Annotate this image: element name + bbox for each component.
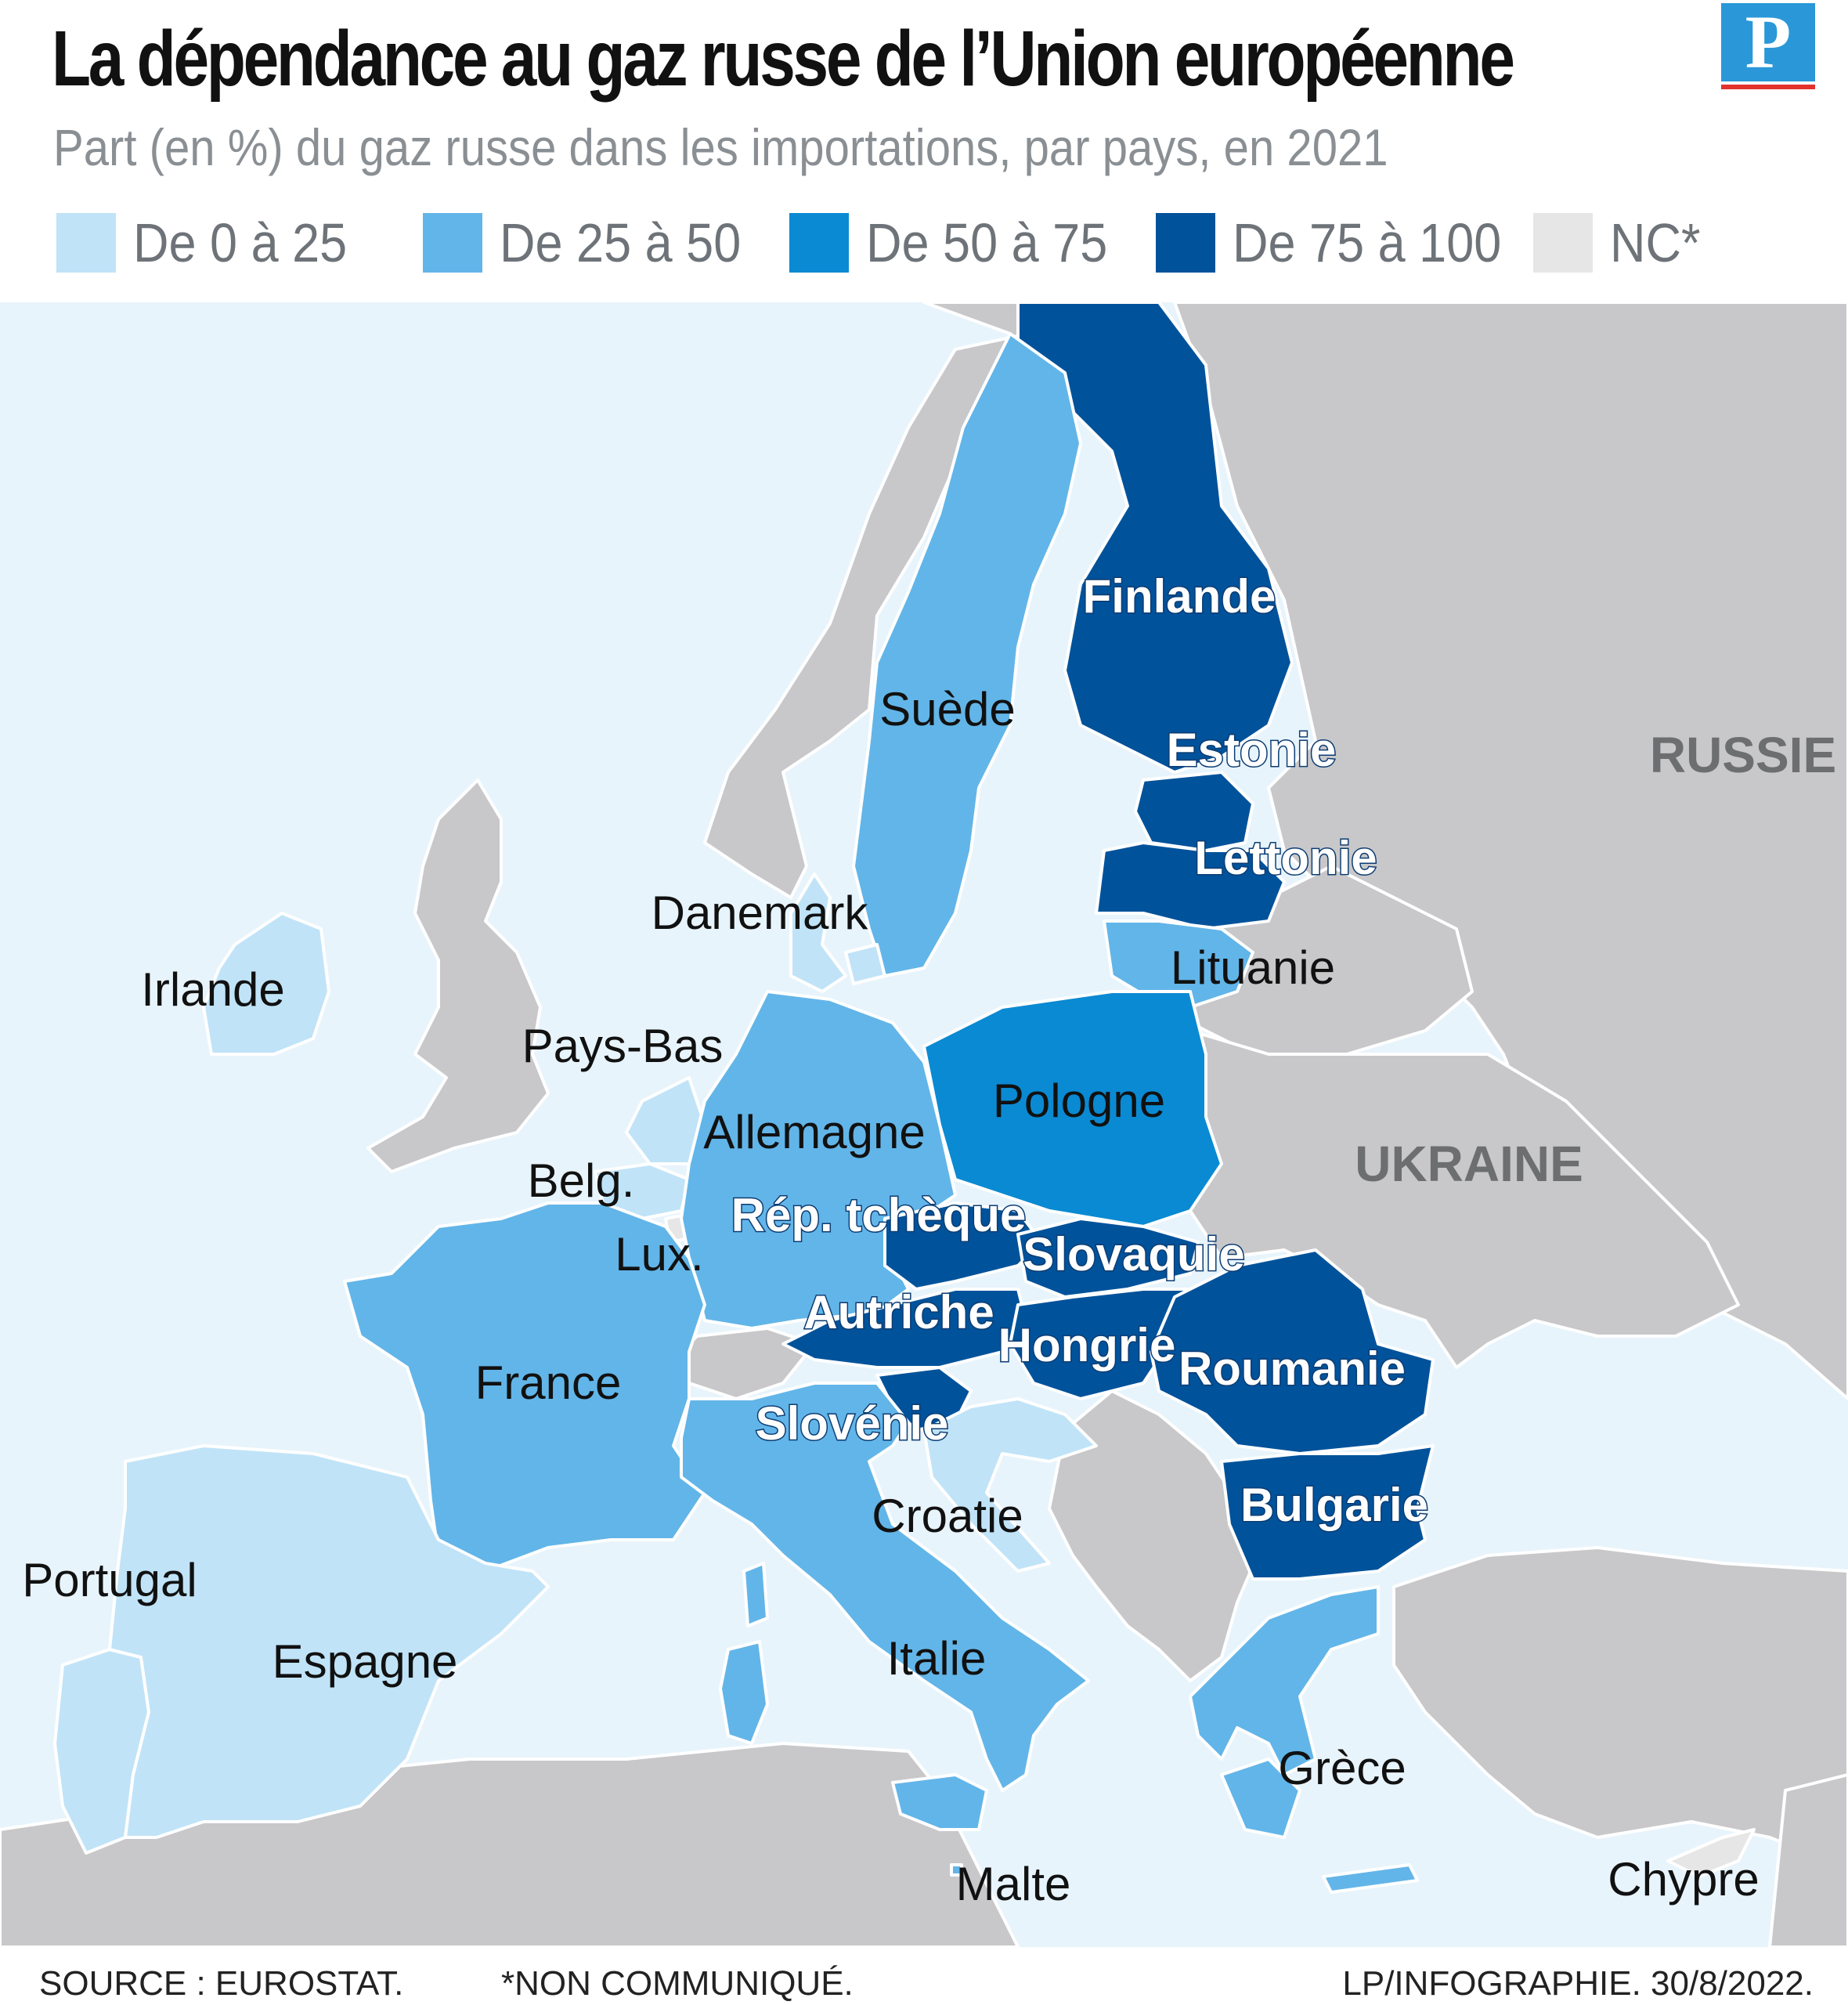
- europe-map: Suède Lituanie Danemark Irlande Pays-Bas…: [0, 302, 1848, 1947]
- label-luxembourg: Lux.: [615, 1228, 703, 1281]
- country-france: [343, 1201, 706, 1573]
- country-malte: [950, 1863, 963, 1877]
- legend-item-nc: NC*: [1533, 210, 1710, 276]
- footer-note: *NON COMMUNIQUÉ.: [501, 1964, 854, 2003]
- label-slovaquie: Slovaquie: [1023, 1228, 1244, 1281]
- footer-credit: LP/INFOGRAPHIE. 30/8/2022.: [1342, 1964, 1814, 2003]
- label-portugal: Portugal: [22, 1554, 197, 1606]
- country-france-corse: [742, 1562, 769, 1627]
- label-pays-bas: Pays-Bas: [522, 1020, 724, 1072]
- country-grece-crete: [1322, 1863, 1419, 1894]
- country-lettonie: [1095, 841, 1286, 930]
- label-grece: Grèce: [1278, 1742, 1406, 1794]
- logo-letter: P: [1721, 3, 1815, 81]
- label-espagne: Espagne: [273, 1635, 458, 1688]
- country-danemark: [789, 872, 847, 993]
- label-hongrie: Hongrie: [998, 1319, 1176, 1371]
- label-estonie: Estonie: [1167, 724, 1337, 776]
- country-grece-peloponnese: [1220, 1758, 1301, 1839]
- country-uk: [366, 779, 550, 1173]
- legend: De 0 à 25 De 25 à 50 De 50 à 75 De 75 à …: [56, 210, 1826, 276]
- country-turkey: [1392, 1546, 1848, 1870]
- legend-item-50-75: De 50 à 75: [789, 210, 1134, 276]
- label-irlande: Irlande: [141, 963, 284, 1016]
- label-finlande: Finlande: [1083, 570, 1276, 623]
- legend-swatch-50-75: [789, 213, 849, 273]
- country-russia: [1173, 302, 1848, 1400]
- legend-label-50-75: De 50 à 75: [866, 212, 1108, 273]
- label-suede: Suède: [879, 683, 1016, 735]
- label-chypre: Chypre: [1608, 1853, 1759, 1906]
- label-france: France: [475, 1357, 622, 1409]
- legend-label-25-50: De 25 à 50: [500, 212, 742, 273]
- legend-label-nc: NC*: [1610, 212, 1701, 273]
- page-title: La dépendance au gaz russe de l’Union eu…: [52, 15, 1515, 103]
- country-italie-sicile: [891, 1773, 988, 1831]
- legend-item-0-25: De 0 à 25: [56, 210, 371, 276]
- country-slovaquie: [1016, 1217, 1200, 1299]
- brand-logo: P: [1721, 3, 1815, 89]
- country-grece: [1189, 1585, 1380, 1776]
- country-danemark-islands: [844, 943, 886, 985]
- country-estonie: [1134, 771, 1254, 852]
- label-autriche: Autriche: [803, 1286, 994, 1338]
- legend-swatch-75-100: [1156, 213, 1215, 273]
- label-rep-tcheque: Rép. tchèque: [731, 1189, 1027, 1241]
- label-lituanie: Lituanie: [1171, 941, 1335, 994]
- label-slovenie: Slovénie: [756, 1397, 949, 1450]
- footer-source: SOURCE : EUROSTAT.: [39, 1964, 404, 2003]
- label-roumanie: Roumanie: [1178, 1342, 1406, 1395]
- legend-label-0-25: De 0 à 25: [133, 212, 348, 273]
- label-croatie: Croatie: [872, 1490, 1023, 1542]
- label-italie: Italie: [887, 1632, 987, 1685]
- label-ukraine: UKRAINE: [1355, 1136, 1583, 1192]
- country-bulgarie: [1220, 1444, 1435, 1581]
- label-russie: RUSSIE: [1650, 727, 1836, 783]
- country-roumanie: [1150, 1248, 1435, 1455]
- legend-swatch-0-25: [56, 213, 116, 273]
- country-balkans: [1048, 1389, 1262, 1682]
- label-danemark: Danemark: [651, 887, 869, 939]
- page-subtitle: Part (en %) du gaz russe dans les import…: [53, 118, 1388, 176]
- label-pologne: Pologne: [993, 1075, 1165, 1127]
- country-espagne: [108, 1444, 550, 1839]
- country-chypre: [1666, 1828, 1756, 1878]
- label-allemagne: Allemagne: [703, 1106, 926, 1158]
- country-finlande: [1016, 302, 1294, 774]
- country-ukraine: [1173, 1029, 1740, 1369]
- legend-swatch-25-50: [423, 213, 482, 273]
- legend-item-25-50: De 25 à 50: [423, 210, 767, 276]
- country-italie: [680, 1382, 1090, 1792]
- country-italie-sardaigne: [719, 1640, 769, 1745]
- legend-label-75-100: De 75 à 100: [1233, 212, 1502, 273]
- country-croatie: [922, 1397, 1098, 1573]
- country-middle-east: [1768, 1773, 1848, 1947]
- country-norway: [703, 302, 1067, 899]
- label-lettonie: Lettonie: [1194, 832, 1377, 884]
- label-bulgarie: Bulgarie: [1240, 1479, 1428, 1531]
- legend-swatch-nc: [1533, 213, 1593, 273]
- logo-underline: [1721, 85, 1815, 89]
- country-lituanie: [1103, 919, 1254, 1009]
- label-belgique: Belg.: [528, 1154, 635, 1207]
- label-malte: Malte: [956, 1858, 1071, 1910]
- country-suede: [852, 332, 1082, 977]
- country-rep-tcheque: [883, 1201, 1043, 1291]
- country-irlande: [202, 912, 330, 1056]
- country-pologne: [922, 990, 1223, 1228]
- legend-item-75-100: De 75 à 100: [1156, 210, 1531, 276]
